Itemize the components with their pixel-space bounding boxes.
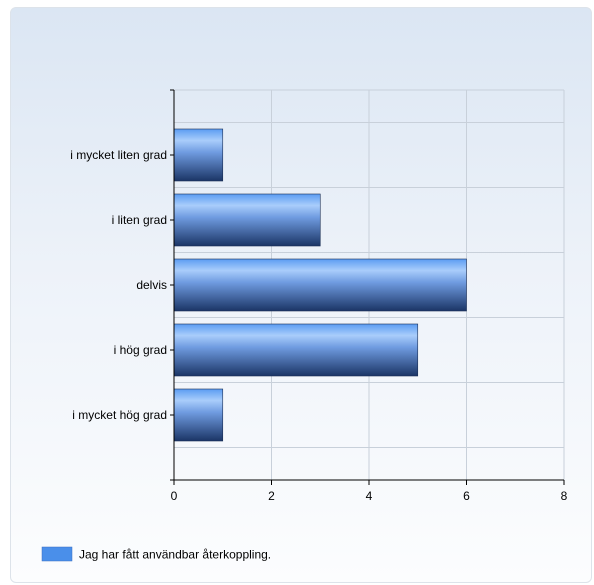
x-tick-label: 6 xyxy=(463,489,470,503)
gridlines xyxy=(174,89,565,480)
bar xyxy=(173,323,419,377)
bar xyxy=(173,388,224,442)
legend-swatch xyxy=(41,546,73,562)
x-tick-label: 4 xyxy=(366,489,373,503)
x-tick-label: 0 xyxy=(171,489,178,503)
bar xyxy=(173,258,467,312)
axes xyxy=(170,89,565,485)
x-tick-label: 2 xyxy=(268,489,275,503)
category-label: i liten grad xyxy=(112,213,167,227)
bar xyxy=(173,128,224,182)
category-label: i hög grad xyxy=(114,343,167,357)
category-label: delvis xyxy=(136,278,167,292)
x-tick-label: 8 xyxy=(561,489,568,503)
legend-label: Jag har fått användbar återkoppling. xyxy=(79,548,271,562)
legend: Jag har fått användbar återkoppling. xyxy=(41,546,271,562)
bar xyxy=(173,193,321,247)
bars xyxy=(173,128,467,442)
labels: 0 2 4 6 8 i mycket liten grad i liten grad delv… xyxy=(70,148,567,503)
category-label: i mycket hög grad xyxy=(72,408,167,422)
category-label: i mycket liten grad xyxy=(70,148,167,162)
